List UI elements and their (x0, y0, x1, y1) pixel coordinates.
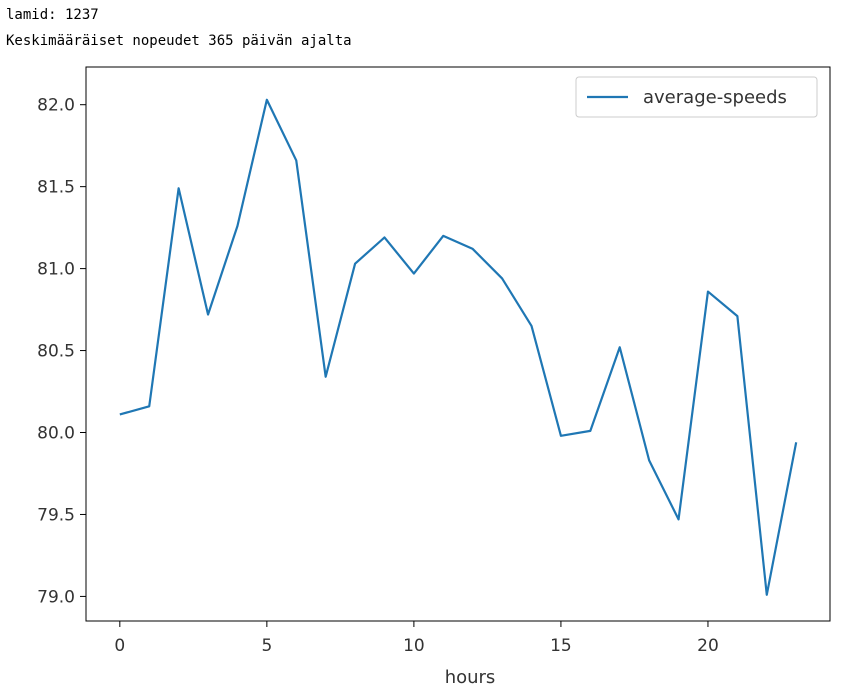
legend-label: average-speeds (643, 87, 787, 108)
y-tick-label: 81.5 (37, 178, 75, 198)
y-tick-label: 79.5 (37, 505, 75, 525)
y-tick-label: 79.0 (37, 587, 75, 607)
x-tick-label: 20 (697, 636, 719, 656)
series-line-0 (119, 98, 798, 596)
output-line-subtitle: Keskimääräiset nopeudet 365 päivän ajalt… (6, 33, 352, 49)
x-tick-label: 0 (114, 636, 125, 656)
output-line-lamid: lamid: 1237 (6, 7, 99, 23)
y-tick-label: 82.0 (37, 96, 75, 116)
y-tick-label: 81.0 (37, 260, 75, 280)
x-tick-label: 15 (550, 636, 572, 656)
plot-frame (85, 66, 831, 622)
y-tick-label: 80.0 (37, 424, 75, 444)
y-tick-label: 80.5 (37, 342, 75, 362)
x-tick-label: 10 (403, 636, 425, 656)
x-tick-label: 5 (261, 636, 272, 656)
x-axis-label: hours (445, 667, 496, 688)
legend-box (575, 76, 818, 118)
